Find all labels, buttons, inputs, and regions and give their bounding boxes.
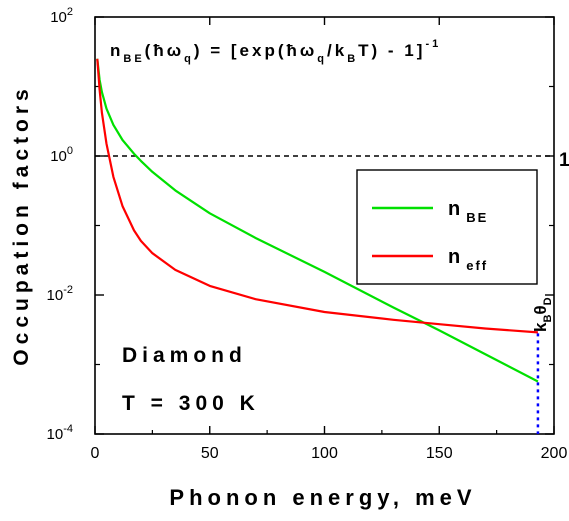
y-tick-label: 102: [50, 6, 73, 26]
formula-text: nBE(ħωq) = [exp(ħωq/kBT) - 1]-1: [110, 38, 441, 65]
y-axis-ticks: 10-4 10-2 100 102: [47, 6, 554, 443]
legend: n BE n eff: [356, 169, 538, 285]
y-tick-label: 100: [50, 145, 73, 165]
y-axis-label: Occupation factors: [10, 84, 33, 365]
y-tick-label: 10-2: [47, 284, 73, 304]
x-tick-label: 150: [426, 445, 453, 462]
reference-layer: [95, 155, 554, 434]
reference-line-label: 1: [559, 150, 569, 171]
series-layer: [96, 58, 539, 383]
x-tick-label: 0: [91, 445, 100, 462]
series-line-eff: [96, 58, 538, 334]
legend-label-eff: n eff: [448, 246, 488, 273]
x-axis-label: Phonon energy, meV: [169, 485, 476, 510]
annotation-temperature: T = 300 K: [122, 392, 260, 415]
y-tick-label: 10-4: [47, 423, 73, 443]
marker-label: kBθD: [531, 297, 554, 332]
x-tick-label: 100: [311, 445, 338, 462]
legend-label-be: n BE: [448, 198, 488, 225]
annotation-material: Diamond: [122, 344, 247, 367]
legend-box: [356, 169, 538, 285]
x-axis-ticks: 0 50 100 150 200: [91, 17, 568, 462]
x-tick-label: 50: [201, 445, 219, 462]
x-tick-label: 200: [541, 445, 568, 462]
series-line-be: [96, 58, 539, 383]
